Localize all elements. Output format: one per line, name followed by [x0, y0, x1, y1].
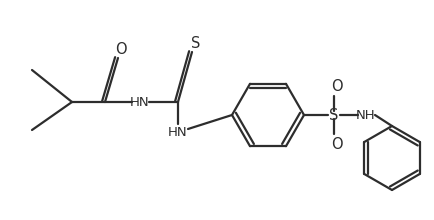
Text: HN: HN	[168, 125, 188, 139]
Text: S: S	[191, 35, 201, 51]
Text: HN: HN	[130, 95, 150, 108]
Text: O: O	[115, 42, 127, 57]
Text: O: O	[331, 136, 343, 152]
Text: NH: NH	[356, 108, 376, 121]
Text: S: S	[329, 108, 339, 123]
Text: O: O	[331, 79, 343, 94]
